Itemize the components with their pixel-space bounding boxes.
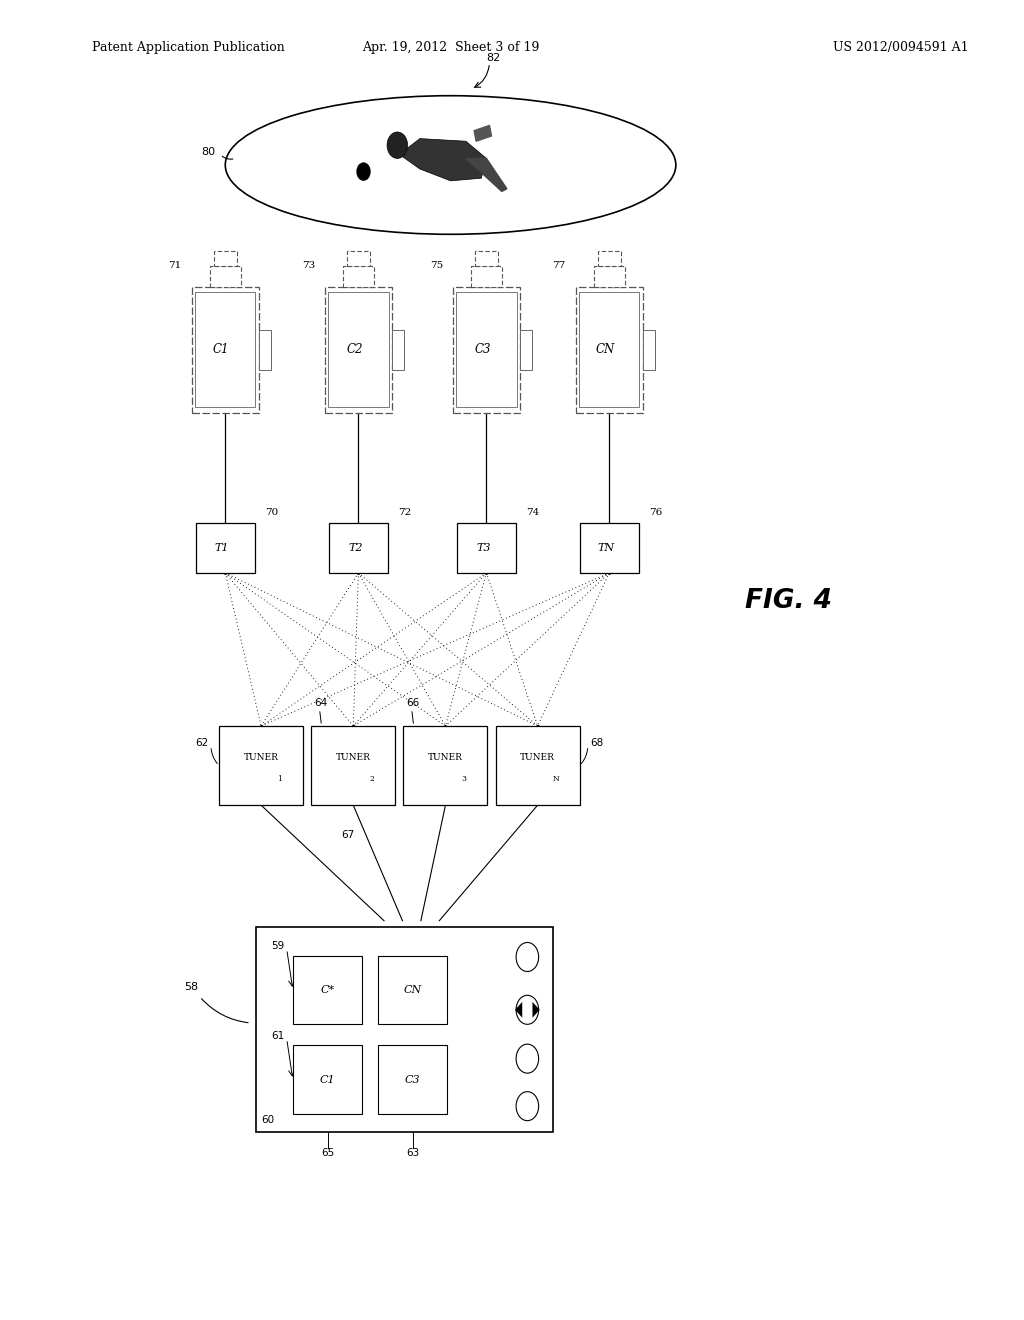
Text: FIG. 4: FIG. 4 [745,587,831,614]
Text: Patent Application Publication: Patent Application Publication [92,41,285,54]
FancyBboxPatch shape [453,288,520,412]
FancyBboxPatch shape [328,293,389,407]
Text: 77: 77 [553,261,565,271]
FancyBboxPatch shape [457,523,516,573]
FancyBboxPatch shape [475,251,498,267]
Text: 67: 67 [342,830,354,841]
Text: 66: 66 [407,698,420,709]
Text: C1: C1 [319,1074,336,1085]
FancyBboxPatch shape [214,251,237,267]
FancyBboxPatch shape [378,956,447,1024]
Text: C*: C* [321,985,335,995]
Text: C2: C2 [346,343,362,356]
Text: 58: 58 [184,982,199,993]
FancyBboxPatch shape [195,293,256,407]
Circle shape [516,1044,539,1073]
FancyBboxPatch shape [193,288,258,412]
Text: 64: 64 [314,698,328,709]
Text: 65: 65 [322,1147,334,1158]
Text: 73: 73 [302,261,315,271]
FancyBboxPatch shape [391,330,403,370]
FancyBboxPatch shape [580,293,639,407]
Polygon shape [466,158,507,191]
Text: 3: 3 [462,775,466,783]
Text: TN: TN [598,543,614,553]
Text: US 2012/0094591 A1: US 2012/0094591 A1 [834,41,969,54]
FancyBboxPatch shape [471,267,502,288]
FancyBboxPatch shape [457,293,517,407]
Text: 71: 71 [169,261,182,271]
Text: T3: T3 [476,543,490,553]
Text: 72: 72 [398,508,412,516]
Text: 61: 61 [271,1031,285,1041]
Text: Apr. 19, 2012  Sheet 3 of 19: Apr. 19, 2012 Sheet 3 of 19 [361,41,540,54]
FancyBboxPatch shape [293,956,362,1024]
FancyBboxPatch shape [594,267,625,288]
FancyBboxPatch shape [256,927,553,1131]
FancyBboxPatch shape [598,251,621,267]
FancyBboxPatch shape [293,1045,362,1114]
Circle shape [516,995,539,1024]
Polygon shape [532,1002,540,1018]
Circle shape [516,942,539,972]
FancyBboxPatch shape [496,726,580,805]
Text: T2: T2 [348,543,362,553]
FancyBboxPatch shape [196,523,255,573]
Text: CN: CN [596,343,614,356]
Text: 82: 82 [486,53,501,62]
Text: 63: 63 [407,1147,419,1158]
Text: TUNER: TUNER [520,754,555,762]
FancyBboxPatch shape [219,726,303,805]
Text: C3: C3 [404,1074,421,1085]
Text: CN: CN [403,985,422,995]
FancyBboxPatch shape [575,288,643,412]
FancyBboxPatch shape [329,523,388,573]
FancyBboxPatch shape [258,330,270,370]
Circle shape [387,132,408,158]
FancyBboxPatch shape [326,288,391,412]
Polygon shape [515,1002,522,1018]
Text: TUNER: TUNER [428,754,463,762]
FancyBboxPatch shape [343,267,374,288]
Text: N: N [553,775,559,783]
Text: T1: T1 [215,543,229,553]
FancyBboxPatch shape [347,251,370,267]
Text: 60: 60 [261,1115,274,1125]
FancyBboxPatch shape [378,1045,447,1114]
Circle shape [356,162,371,181]
Circle shape [516,1092,539,1121]
Text: TUNER: TUNER [244,754,279,762]
Text: 59: 59 [271,941,285,952]
FancyBboxPatch shape [403,726,487,805]
FancyBboxPatch shape [580,523,639,573]
Text: 2: 2 [370,775,374,783]
Text: C3: C3 [474,343,490,356]
Text: C1: C1 [213,343,229,356]
Text: 1: 1 [278,775,282,783]
Text: 76: 76 [649,508,663,516]
FancyBboxPatch shape [643,330,655,370]
Polygon shape [399,139,486,181]
FancyBboxPatch shape [519,330,532,370]
Text: 80: 80 [201,147,215,157]
Text: TUNER: TUNER [336,754,371,762]
Polygon shape [474,125,492,141]
FancyBboxPatch shape [210,267,241,288]
Text: 68: 68 [590,738,603,748]
Text: 74: 74 [526,508,540,516]
Text: 70: 70 [265,508,279,516]
Text: 75: 75 [430,261,442,271]
FancyBboxPatch shape [311,726,395,805]
Text: 62: 62 [196,738,209,748]
